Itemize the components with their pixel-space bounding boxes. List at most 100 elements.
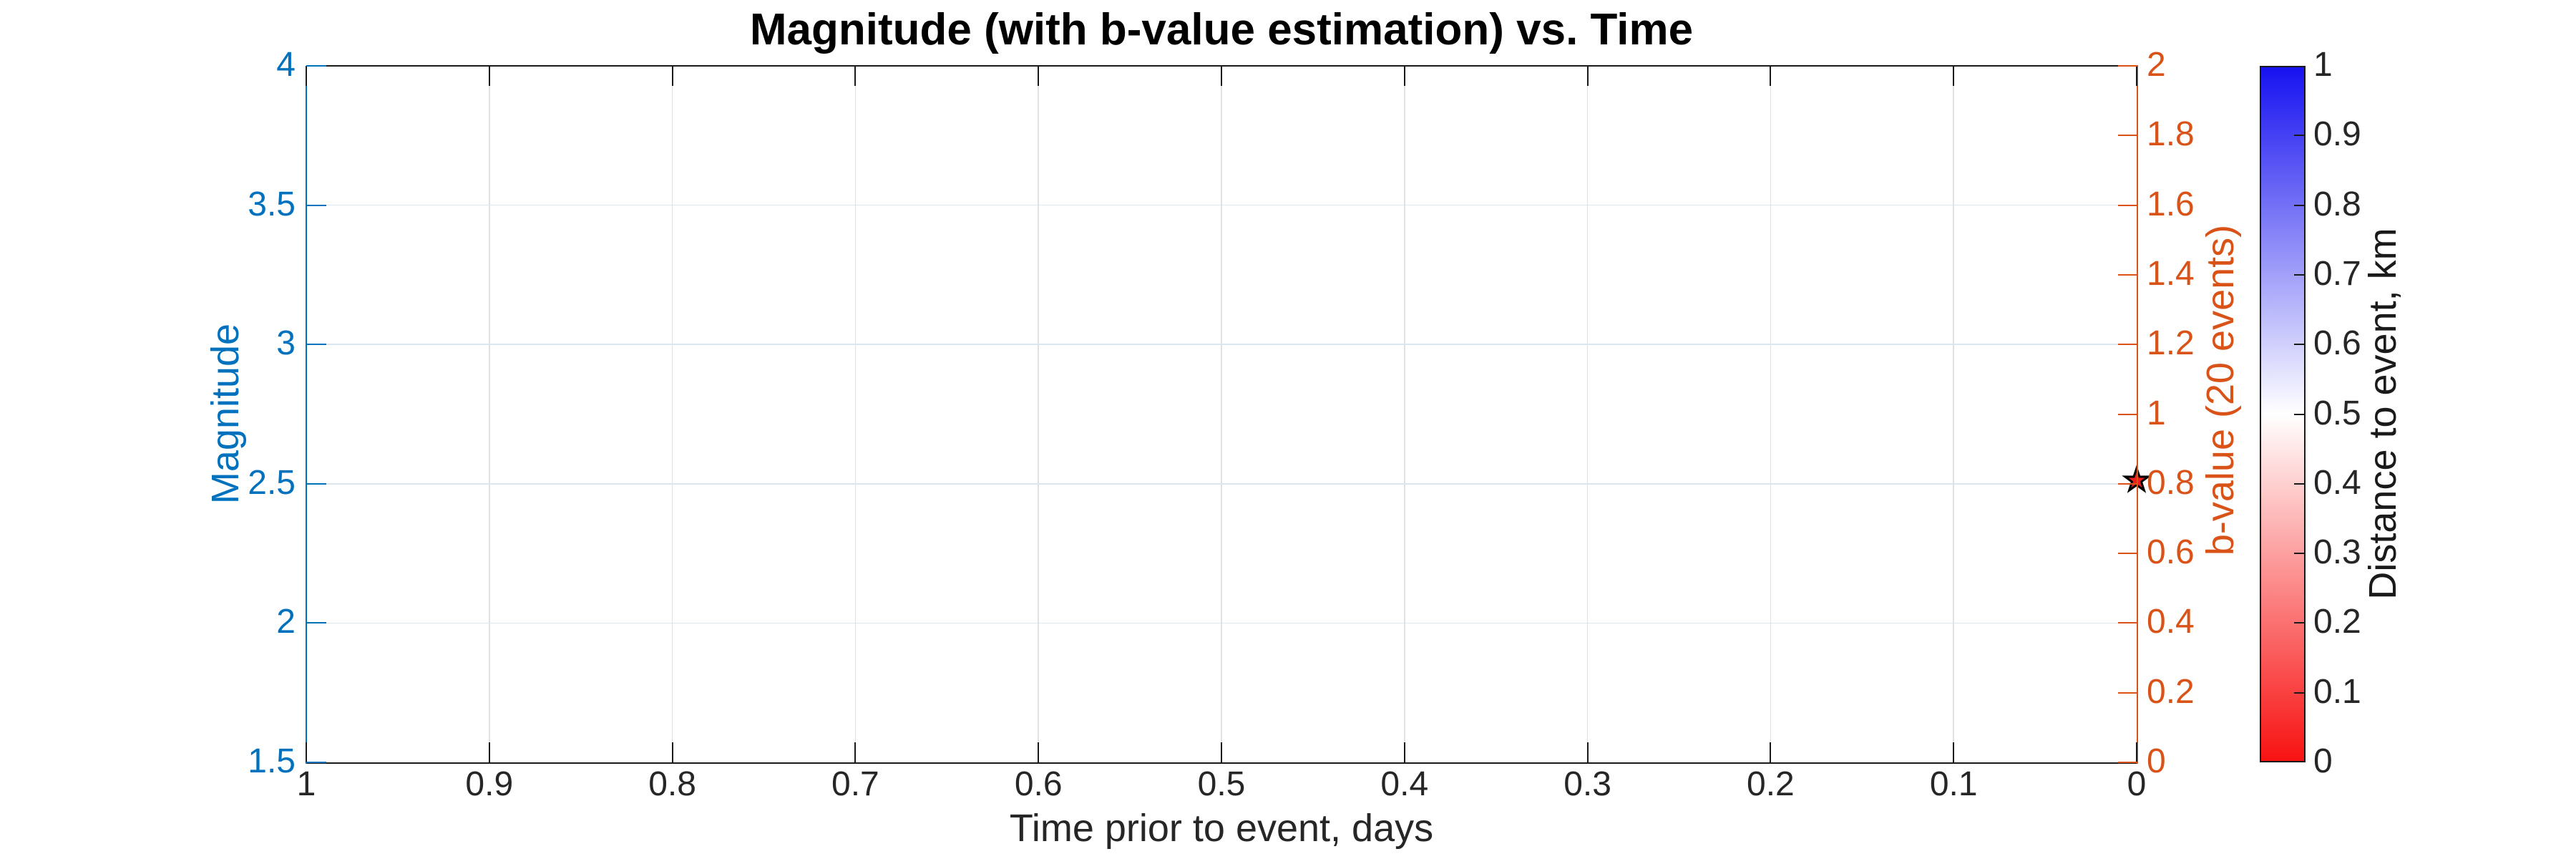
y-right-tick-mark (2118, 622, 2138, 624)
colorbar-tick-label: 0.8 (2313, 185, 2361, 223)
x-tick-label: 0.5 (1197, 765, 1246, 803)
y-right-tick-label: 1 (2147, 394, 2166, 432)
y-right-tick-label: 0.8 (2147, 463, 2195, 502)
colorbar-tick-mark (2294, 482, 2304, 485)
colorbar-tick-mark (2294, 622, 2304, 624)
colorbar-tick-mark (2294, 273, 2304, 276)
colorbar-tick-mark (2294, 135, 2304, 137)
x-tick-label: 0 (2127, 765, 2147, 803)
x-tick-label: 1 (296, 765, 316, 803)
colorbar-tick-mark (2294, 691, 2304, 694)
y-right-tick-mark (2118, 482, 2138, 485)
y-left-tick-label: 1.5 (248, 742, 296, 780)
y-left-tick-label: 4 (276, 46, 296, 84)
colorbar-tick-mark (2294, 344, 2304, 346)
grid-line-horizontal (306, 483, 2137, 485)
x-tick-label: 0.4 (1380, 765, 1429, 803)
x-tick-label: 0.2 (1747, 765, 1795, 803)
x-tick-mark-bottom (306, 742, 307, 762)
y-right-tick-mark (2118, 65, 2138, 67)
x-tick-mark-bottom (1221, 742, 1222, 762)
y-right-tick-label: 0.6 (2147, 533, 2195, 572)
grid-line-vertical (1586, 66, 1589, 762)
colorbar-tick-label: 0.3 (2313, 533, 2361, 572)
y-left-tick-mark (306, 622, 326, 624)
grid-line-vertical (1221, 66, 1222, 762)
x-tick-mark-bottom (671, 742, 673, 762)
grid-line-vertical (671, 66, 673, 762)
x-tick-label: 0.8 (648, 765, 696, 803)
colorbar-label: Distance to event, km (2361, 228, 2404, 600)
grid-line-vertical (1953, 66, 1954, 762)
y-right-tick-label: 1.2 (2147, 324, 2195, 363)
y-right-tick-mark (2118, 135, 2138, 137)
y-left-tick-label: 2.5 (248, 463, 296, 502)
y-left-tick-mark (306, 344, 326, 346)
x-tick-mark-bottom (1953, 742, 1955, 762)
colorbar-tick-label: 0.5 (2313, 394, 2361, 432)
y-right-tick-label: 1.6 (2147, 185, 2195, 223)
x-tick-mark-top (1221, 66, 1222, 86)
y-left-tick-mark (306, 762, 326, 763)
y-right-tick-mark (2118, 204, 2138, 206)
x-tick-label: 0.3 (1563, 765, 1611, 803)
y-left-tick-mark (306, 204, 326, 206)
x-tick-mark-bottom (1403, 742, 1405, 762)
colorbar-tick-mark (2294, 413, 2304, 415)
colorbar-tick-label: 0.1 (2313, 672, 2361, 711)
colorbar-tick-label: 0.6 (2313, 324, 2361, 363)
x-tick-mark-top (306, 66, 307, 86)
x-tick-mark-top (671, 66, 673, 86)
y-axis-right-label: b-value (20 events) (2199, 224, 2242, 556)
x-tick-mark-top (854, 66, 857, 86)
y-right-tick-mark (2118, 762, 2138, 763)
y-left-tick-label: 3.5 (248, 185, 296, 223)
x-axis-label: Time prior to event, days (1009, 807, 1434, 850)
y-right-tick-label: 2 (2147, 46, 2166, 84)
y-right-tick-label: 0 (2147, 742, 2166, 780)
x-tick-mark-top (1403, 66, 1405, 86)
grid-line-horizontal (306, 622, 2137, 624)
x-tick-mark-top (488, 66, 490, 86)
colorbar-tick-mark (2294, 553, 2304, 555)
grid-line-horizontal (306, 204, 2137, 206)
y-right-tick-label: 0.2 (2147, 672, 2195, 711)
colorbar-tick-label: 0.7 (2313, 254, 2361, 293)
x-tick-label: 0.7 (831, 765, 879, 803)
x-tick-mark-top (1586, 66, 1589, 86)
chart-title: Magnitude (with b-value estimation) vs. … (749, 5, 1694, 54)
axis-spine-bottom (306, 762, 2138, 764)
y-left-tick-mark (306, 65, 326, 67)
y-left-tick-label: 3 (276, 324, 296, 363)
grid-line-vertical (1038, 66, 1039, 762)
colorbar-tick-label: 0 (2313, 742, 2333, 780)
x-tick-mark-top (1038, 66, 1040, 86)
axis-spine-right (2137, 66, 2138, 764)
axis-spine-left (306, 66, 307, 764)
grid-line-vertical (1770, 66, 1772, 762)
grid-line-vertical (489, 66, 490, 762)
x-tick-label: 0.9 (465, 765, 514, 803)
x-tick-mark-bottom (2136, 742, 2137, 762)
colorbar-tick-label: 0.9 (2313, 115, 2361, 154)
grid-line-vertical (1404, 66, 1405, 762)
x-tick-mark-top (2136, 66, 2137, 86)
x-tick-mark-bottom (1586, 742, 1589, 762)
axis-spine-top (306, 65, 2138, 67)
y-right-tick-mark (2118, 344, 2138, 346)
x-tick-label: 0.1 (1929, 765, 1978, 803)
y-right-tick-mark (2118, 273, 2138, 276)
colorbar-tick-label: 0.4 (2313, 463, 2361, 502)
colorbar-tick-mark (2294, 204, 2304, 206)
x-tick-mark-bottom (1038, 742, 1040, 762)
y-left-tick-label: 2 (276, 603, 296, 641)
y-right-tick-label: 1.8 (2147, 115, 2195, 154)
y-right-tick-label: 0.4 (2147, 603, 2195, 641)
y-right-tick-mark (2118, 553, 2138, 555)
y-left-tick-mark (306, 482, 326, 485)
colorbar-tick-label: 0.2 (2313, 603, 2361, 641)
y-right-tick-label: 1.4 (2147, 254, 2195, 293)
x-tick-mark-top (1770, 66, 1772, 86)
colorbar-tick-label: 1 (2313, 46, 2333, 84)
